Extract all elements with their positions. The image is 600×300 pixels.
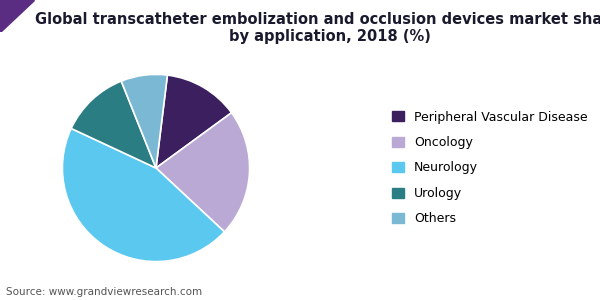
Wedge shape	[156, 113, 250, 232]
Polygon shape	[0, 0, 34, 32]
Wedge shape	[156, 75, 232, 168]
Text: Global transcatheter embolization and occlusion devices market share,
by applica: Global transcatheter embolization and oc…	[35, 12, 600, 44]
Wedge shape	[71, 81, 156, 168]
Text: Source: www.grandviewresearch.com: Source: www.grandviewresearch.com	[6, 287, 202, 297]
Wedge shape	[62, 128, 224, 262]
Wedge shape	[121, 74, 167, 168]
Legend: Peripheral Vascular Disease, Oncology, Neurology, Urology, Others: Peripheral Vascular Disease, Oncology, N…	[392, 110, 588, 226]
